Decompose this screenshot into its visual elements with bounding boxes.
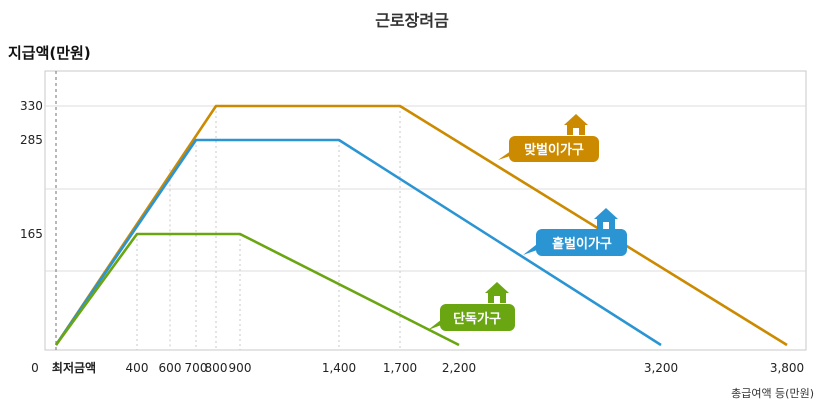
x-tick-label: 600 [159,361,182,375]
x-tick-label: 400 [126,361,149,375]
y-tick-labels: 165 285 330 [20,99,43,241]
series-line [54,138,662,347]
house-icon [564,114,588,135]
grid-lines [45,105,806,272]
x-tick-label: 3,200 [644,361,678,375]
x-tick-label: 700 [185,361,208,375]
x-tick-label: 1,700 [383,361,417,375]
min-amount-label: 최저금액 [52,360,96,375]
y-axis-label: 지급액(만원) [8,44,91,62]
x-tick-label: 3,800 [770,361,804,375]
x-tick-label: 900 [229,361,252,375]
y-tick-label: 330 [20,99,43,113]
plot-frame [44,70,807,351]
x-axis-label: 총급여액 등(만원) [731,387,814,400]
series-line [54,232,460,347]
legend-label-single-person: 단독가구 [453,311,501,327]
house-icon [594,208,618,229]
legend-badge-single-income: 홑벌이가구 [523,208,627,256]
x-tick-label: 1,400 [322,361,356,375]
x-tick-label: 800 [205,361,228,375]
x-tick-label: 2,200 [442,361,476,375]
chart-title: 근로장려금 [375,11,449,30]
legend-badge-dual-income: 맞벌이가구 [498,114,599,162]
legend-badge-single-person: 단독가구 [428,282,515,331]
house-icon [485,282,509,303]
y-tick-label: 165 [20,227,43,241]
legend-label-single-income: 홑벌이가구 [552,236,612,252]
series-line [54,104,788,347]
x-guide-lines [136,106,401,350]
series-lines [54,104,788,347]
origin-label: 0 [31,361,39,375]
y-tick-label: 285 [20,133,43,147]
legend-label-dual-income: 맞벌이가구 [524,142,584,158]
